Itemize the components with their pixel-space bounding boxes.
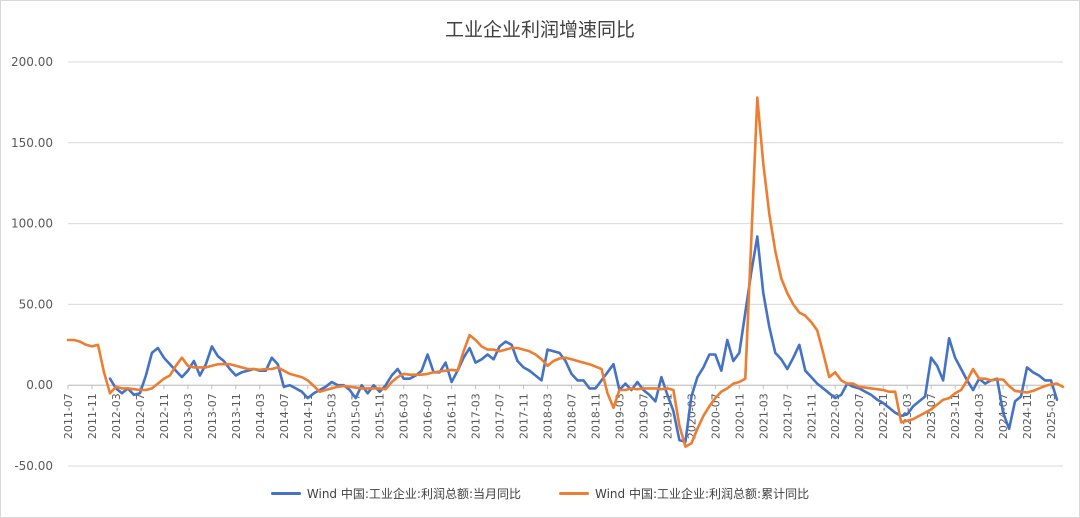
- x-tick-label: 2016-03: [398, 393, 411, 439]
- x-tick-label: 2024-11: [1021, 393, 1034, 439]
- x-axis: 2011-07 2011-11 2012-03 2012-07 2012-11 2013-…: [62, 384, 1063, 439]
- x-tick-label: 2023-03: [901, 393, 914, 439]
- x-tick-label: 2017-03: [470, 393, 483, 439]
- x-tick-label: 2017-11: [518, 393, 531, 439]
- x-tick-label: 2013-11: [230, 393, 243, 439]
- x-tick-label: 2023-07: [925, 393, 938, 439]
- x-tick-label: 2016-11: [446, 393, 459, 439]
- x-tick-label: 2014-07: [278, 393, 291, 439]
- x-tick-label: 2022-03: [829, 393, 842, 439]
- legend-swatch: [559, 492, 589, 495]
- series-line-cumulative: [66, 96, 1065, 448]
- legend-swatch: [270, 492, 301, 495]
- series-line-monthly: [108, 235, 1059, 444]
- x-tick-label: 2025-03: [1045, 393, 1058, 439]
- series-lines: [66, 96, 1065, 448]
- y-tick-label: -50.00: [14, 459, 53, 473]
- x-tick-label: 2013-03: [182, 393, 195, 439]
- chart-title: 工业企业利润增速同比: [444, 19, 635, 41]
- x-tick-label: 2019-03: [613, 393, 626, 439]
- x-tick-label: 2018-03: [542, 393, 555, 439]
- x-tick-label: 2013-07: [206, 393, 219, 439]
- x-tick-label: 2015-11: [374, 393, 387, 439]
- legend-item-monthly: Wind 中国:工业企业:利润总额:当月同比: [270, 485, 521, 502]
- x-tick-label: 2022-07: [853, 393, 866, 439]
- x-tick-label: 2020-07: [709, 393, 722, 439]
- x-tick-label: 2014-11: [302, 393, 315, 439]
- x-tick-label: 2012-11: [158, 393, 171, 439]
- x-tick-label: 2011-07: [62, 393, 75, 439]
- x-tick-label: 2024-03: [973, 393, 986, 439]
- legend: Wind 中国:工业企业:利润总额:当月同比 Wind 中国:工业企业:利润总额…: [1, 485, 1079, 502]
- x-tick-label: 2019-11: [661, 393, 674, 439]
- x-tick-label: 2017-07: [494, 393, 507, 439]
- x-tick-label: 2019-07: [637, 393, 650, 439]
- line-chart: 200.00 150.00 100.00 50.00 0.00 -50.00 2011-0…: [11, 55, 1065, 473]
- legend-label: Wind 中国:工业企业:利润总额:累计同比: [595, 487, 810, 501]
- y-tick-label: 50.00: [19, 297, 53, 311]
- x-tick-label: 2014-03: [254, 393, 267, 439]
- x-tick-label: 2021-03: [757, 393, 770, 439]
- x-tick-label: 2016-07: [422, 393, 435, 439]
- y-tick-label: 0.00: [26, 378, 53, 392]
- x-tick-label: 2021-07: [781, 393, 794, 439]
- y-tick-label: 200.00: [11, 55, 53, 69]
- x-tick-label: 2018-11: [589, 393, 602, 439]
- x-tick-label: 2023-11: [949, 393, 962, 439]
- x-tick-label: 2021-11: [805, 393, 818, 439]
- x-tick-label: 2012-03: [110, 393, 123, 439]
- y-tick-label: 100.00: [11, 217, 53, 231]
- x-tick-label: 2020-11: [733, 393, 746, 439]
- x-tick-label: 2018-07: [565, 393, 578, 439]
- y-tick-label: 150.00: [11, 136, 53, 150]
- y-axis: 200.00 150.00 100.00 50.00 0.00 -50.00: [11, 55, 53, 473]
- legend-label: Wind 中国:工业企业:利润总额:当月同比: [306, 487, 521, 501]
- x-tick-label: 2015-07: [350, 393, 363, 439]
- x-tick-label: 2011-11: [86, 393, 99, 439]
- legend-item-cumulative: Wind 中国:工业企业:利润总额:累计同比: [559, 485, 809, 502]
- x-tick-label: 2012-07: [134, 393, 147, 439]
- x-tick-label: 2015-03: [326, 393, 339, 439]
- x-tick-label: 2020-03: [685, 393, 698, 439]
